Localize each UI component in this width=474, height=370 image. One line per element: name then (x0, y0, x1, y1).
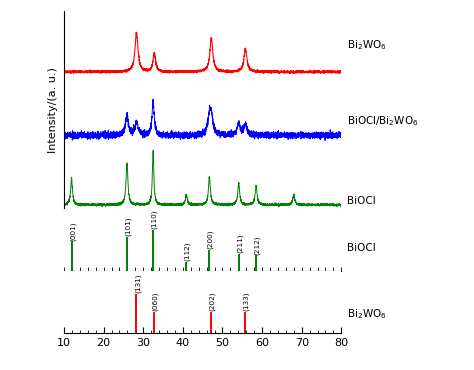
Text: (110): (110) (151, 209, 157, 229)
Text: (112): (112) (184, 242, 191, 261)
Y-axis label: Intensity/(a. u.): Intensity/(a. u.) (48, 67, 58, 153)
Text: (101): (101) (125, 217, 131, 236)
Text: (133): (133) (243, 291, 250, 311)
Text: (202): (202) (210, 291, 216, 311)
Text: (001): (001) (70, 221, 76, 240)
Text: (060): (060) (152, 291, 159, 311)
Text: Bi$_2$WO$_6$: Bi$_2$WO$_6$ (347, 38, 387, 52)
Text: (211): (211) (237, 233, 243, 253)
Text: (200): (200) (207, 229, 214, 249)
Text: BiOCl/Bi$_2$WO$_6$: BiOCl/Bi$_2$WO$_6$ (347, 114, 419, 128)
Text: BiOCl: BiOCl (347, 243, 376, 253)
Text: Bi$_2$WO$_6$: Bi$_2$WO$_6$ (347, 307, 387, 321)
Text: (212): (212) (254, 235, 261, 255)
Text: (131): (131) (135, 273, 141, 293)
Text: BiOCl: BiOCl (347, 196, 376, 206)
